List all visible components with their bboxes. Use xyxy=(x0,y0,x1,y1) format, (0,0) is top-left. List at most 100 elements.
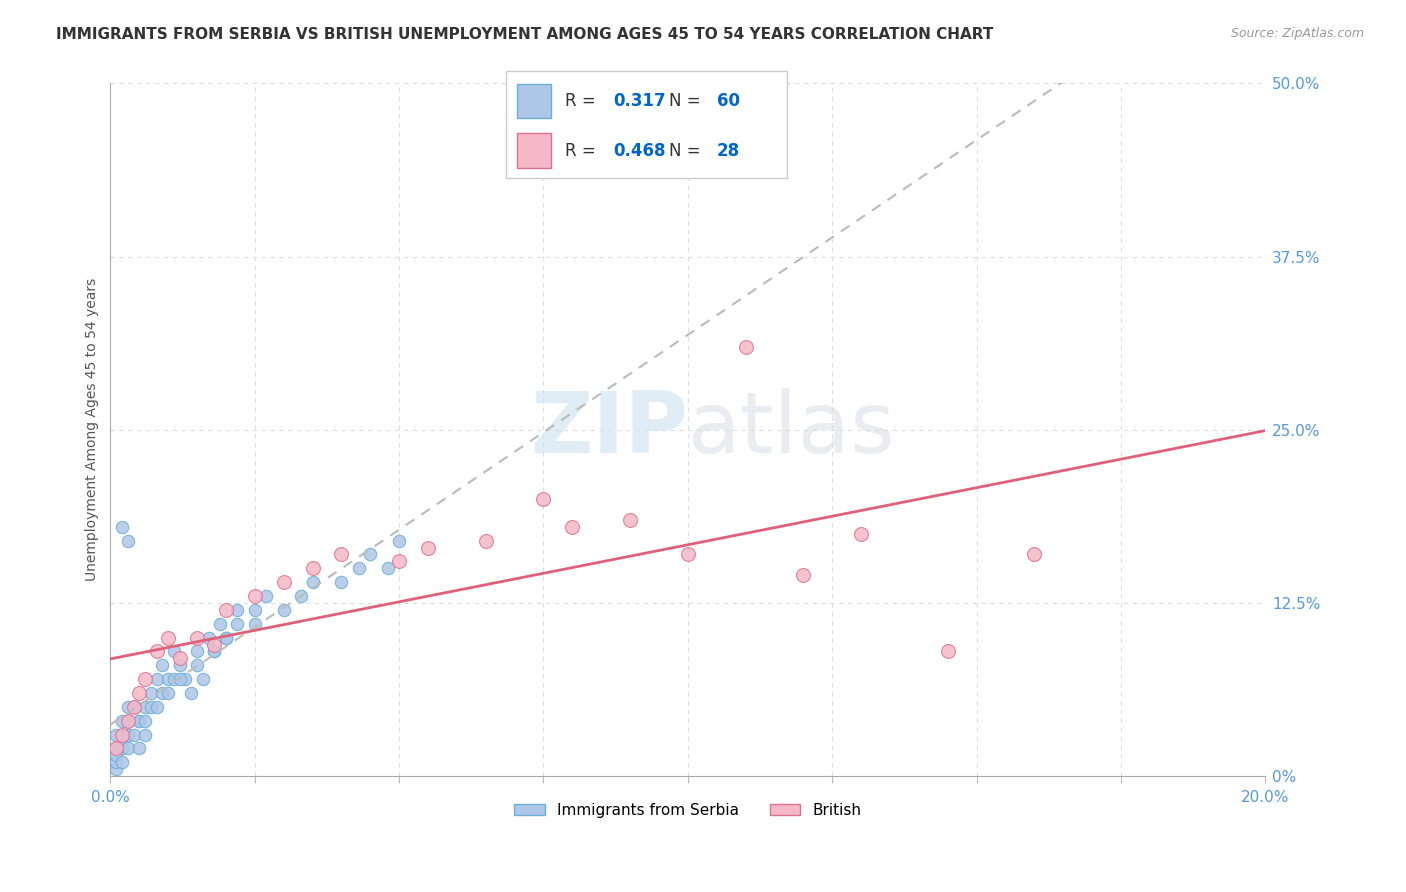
FancyBboxPatch shape xyxy=(517,134,551,168)
Point xyxy=(936,644,959,658)
Point xyxy=(105,756,128,770)
Point xyxy=(128,714,150,728)
Point xyxy=(139,699,162,714)
Point xyxy=(163,644,186,658)
Point xyxy=(533,492,555,507)
Point xyxy=(202,638,225,652)
Point xyxy=(169,658,191,673)
Point xyxy=(150,658,173,673)
Point xyxy=(105,728,128,742)
Point xyxy=(122,728,145,742)
Point xyxy=(215,631,238,645)
Point xyxy=(186,644,208,658)
Point xyxy=(347,561,370,575)
Point xyxy=(186,631,208,645)
Point xyxy=(243,603,266,617)
Point xyxy=(157,686,180,700)
FancyBboxPatch shape xyxy=(517,84,551,119)
Point xyxy=(273,603,295,617)
Point xyxy=(197,631,219,645)
Point xyxy=(174,672,197,686)
Point xyxy=(202,644,225,658)
Point xyxy=(105,741,128,756)
Point xyxy=(243,589,266,603)
Point xyxy=(145,644,167,658)
Point xyxy=(134,699,156,714)
Point xyxy=(191,672,214,686)
Text: atlas: atlas xyxy=(688,388,896,471)
Point xyxy=(117,699,139,714)
Point xyxy=(226,616,249,631)
Point xyxy=(676,548,699,562)
Text: N =: N = xyxy=(669,93,706,111)
Point xyxy=(474,533,496,548)
Text: R =: R = xyxy=(565,142,602,160)
Point xyxy=(301,561,323,575)
Point xyxy=(111,520,134,534)
Point xyxy=(111,714,134,728)
Text: 60: 60 xyxy=(717,93,740,111)
Point xyxy=(202,644,225,658)
Point xyxy=(117,714,139,728)
Text: 0.468: 0.468 xyxy=(613,142,665,160)
Point xyxy=(254,589,277,603)
Point xyxy=(163,672,186,686)
Point xyxy=(416,541,439,555)
Point xyxy=(145,672,167,686)
Point xyxy=(122,699,145,714)
Point xyxy=(377,561,399,575)
Legend: Immigrants from Serbia, British: Immigrants from Serbia, British xyxy=(508,797,868,824)
Point xyxy=(1024,548,1046,562)
Text: R =: R = xyxy=(565,93,602,111)
Point xyxy=(388,554,411,568)
Point xyxy=(117,728,139,742)
Point xyxy=(105,762,128,776)
Text: Source: ZipAtlas.com: Source: ZipAtlas.com xyxy=(1230,27,1364,40)
Point xyxy=(134,728,156,742)
Point xyxy=(792,568,814,582)
Text: IMMIGRANTS FROM SERBIA VS BRITISH UNEMPLOYMENT AMONG AGES 45 TO 54 YEARS CORRELA: IMMIGRANTS FROM SERBIA VS BRITISH UNEMPL… xyxy=(56,27,994,42)
Point xyxy=(215,603,238,617)
Point xyxy=(359,548,381,562)
Point xyxy=(105,741,128,756)
Point xyxy=(290,589,312,603)
Y-axis label: Unemployment Among Ages 45 to 54 years: Unemployment Among Ages 45 to 54 years xyxy=(86,278,100,582)
Point xyxy=(169,651,191,665)
Point xyxy=(134,714,156,728)
Point xyxy=(734,340,756,354)
Point xyxy=(122,699,145,714)
FancyBboxPatch shape xyxy=(506,71,787,178)
Point xyxy=(105,748,128,763)
Point xyxy=(128,741,150,756)
Point xyxy=(388,533,411,548)
Point xyxy=(117,714,139,728)
Point xyxy=(273,575,295,590)
Point xyxy=(301,575,323,590)
Text: 0.317: 0.317 xyxy=(613,93,665,111)
Point xyxy=(330,575,353,590)
Point xyxy=(111,756,134,770)
Point xyxy=(849,526,872,541)
Point xyxy=(111,741,134,756)
Point xyxy=(139,686,162,700)
Point xyxy=(169,672,191,686)
Text: ZIP: ZIP xyxy=(530,388,688,471)
Point xyxy=(215,631,238,645)
Point xyxy=(111,728,134,742)
Point xyxy=(150,686,173,700)
Text: 28: 28 xyxy=(717,142,740,160)
Point xyxy=(134,672,156,686)
Point xyxy=(111,728,134,742)
Point xyxy=(243,616,266,631)
Point xyxy=(128,714,150,728)
Point xyxy=(226,603,249,617)
Point xyxy=(186,658,208,673)
Point xyxy=(117,533,139,548)
Point xyxy=(561,520,583,534)
Point xyxy=(180,686,202,700)
Point xyxy=(122,699,145,714)
Point xyxy=(157,631,180,645)
Text: N =: N = xyxy=(669,142,706,160)
Point xyxy=(128,686,150,700)
Point xyxy=(330,548,353,562)
